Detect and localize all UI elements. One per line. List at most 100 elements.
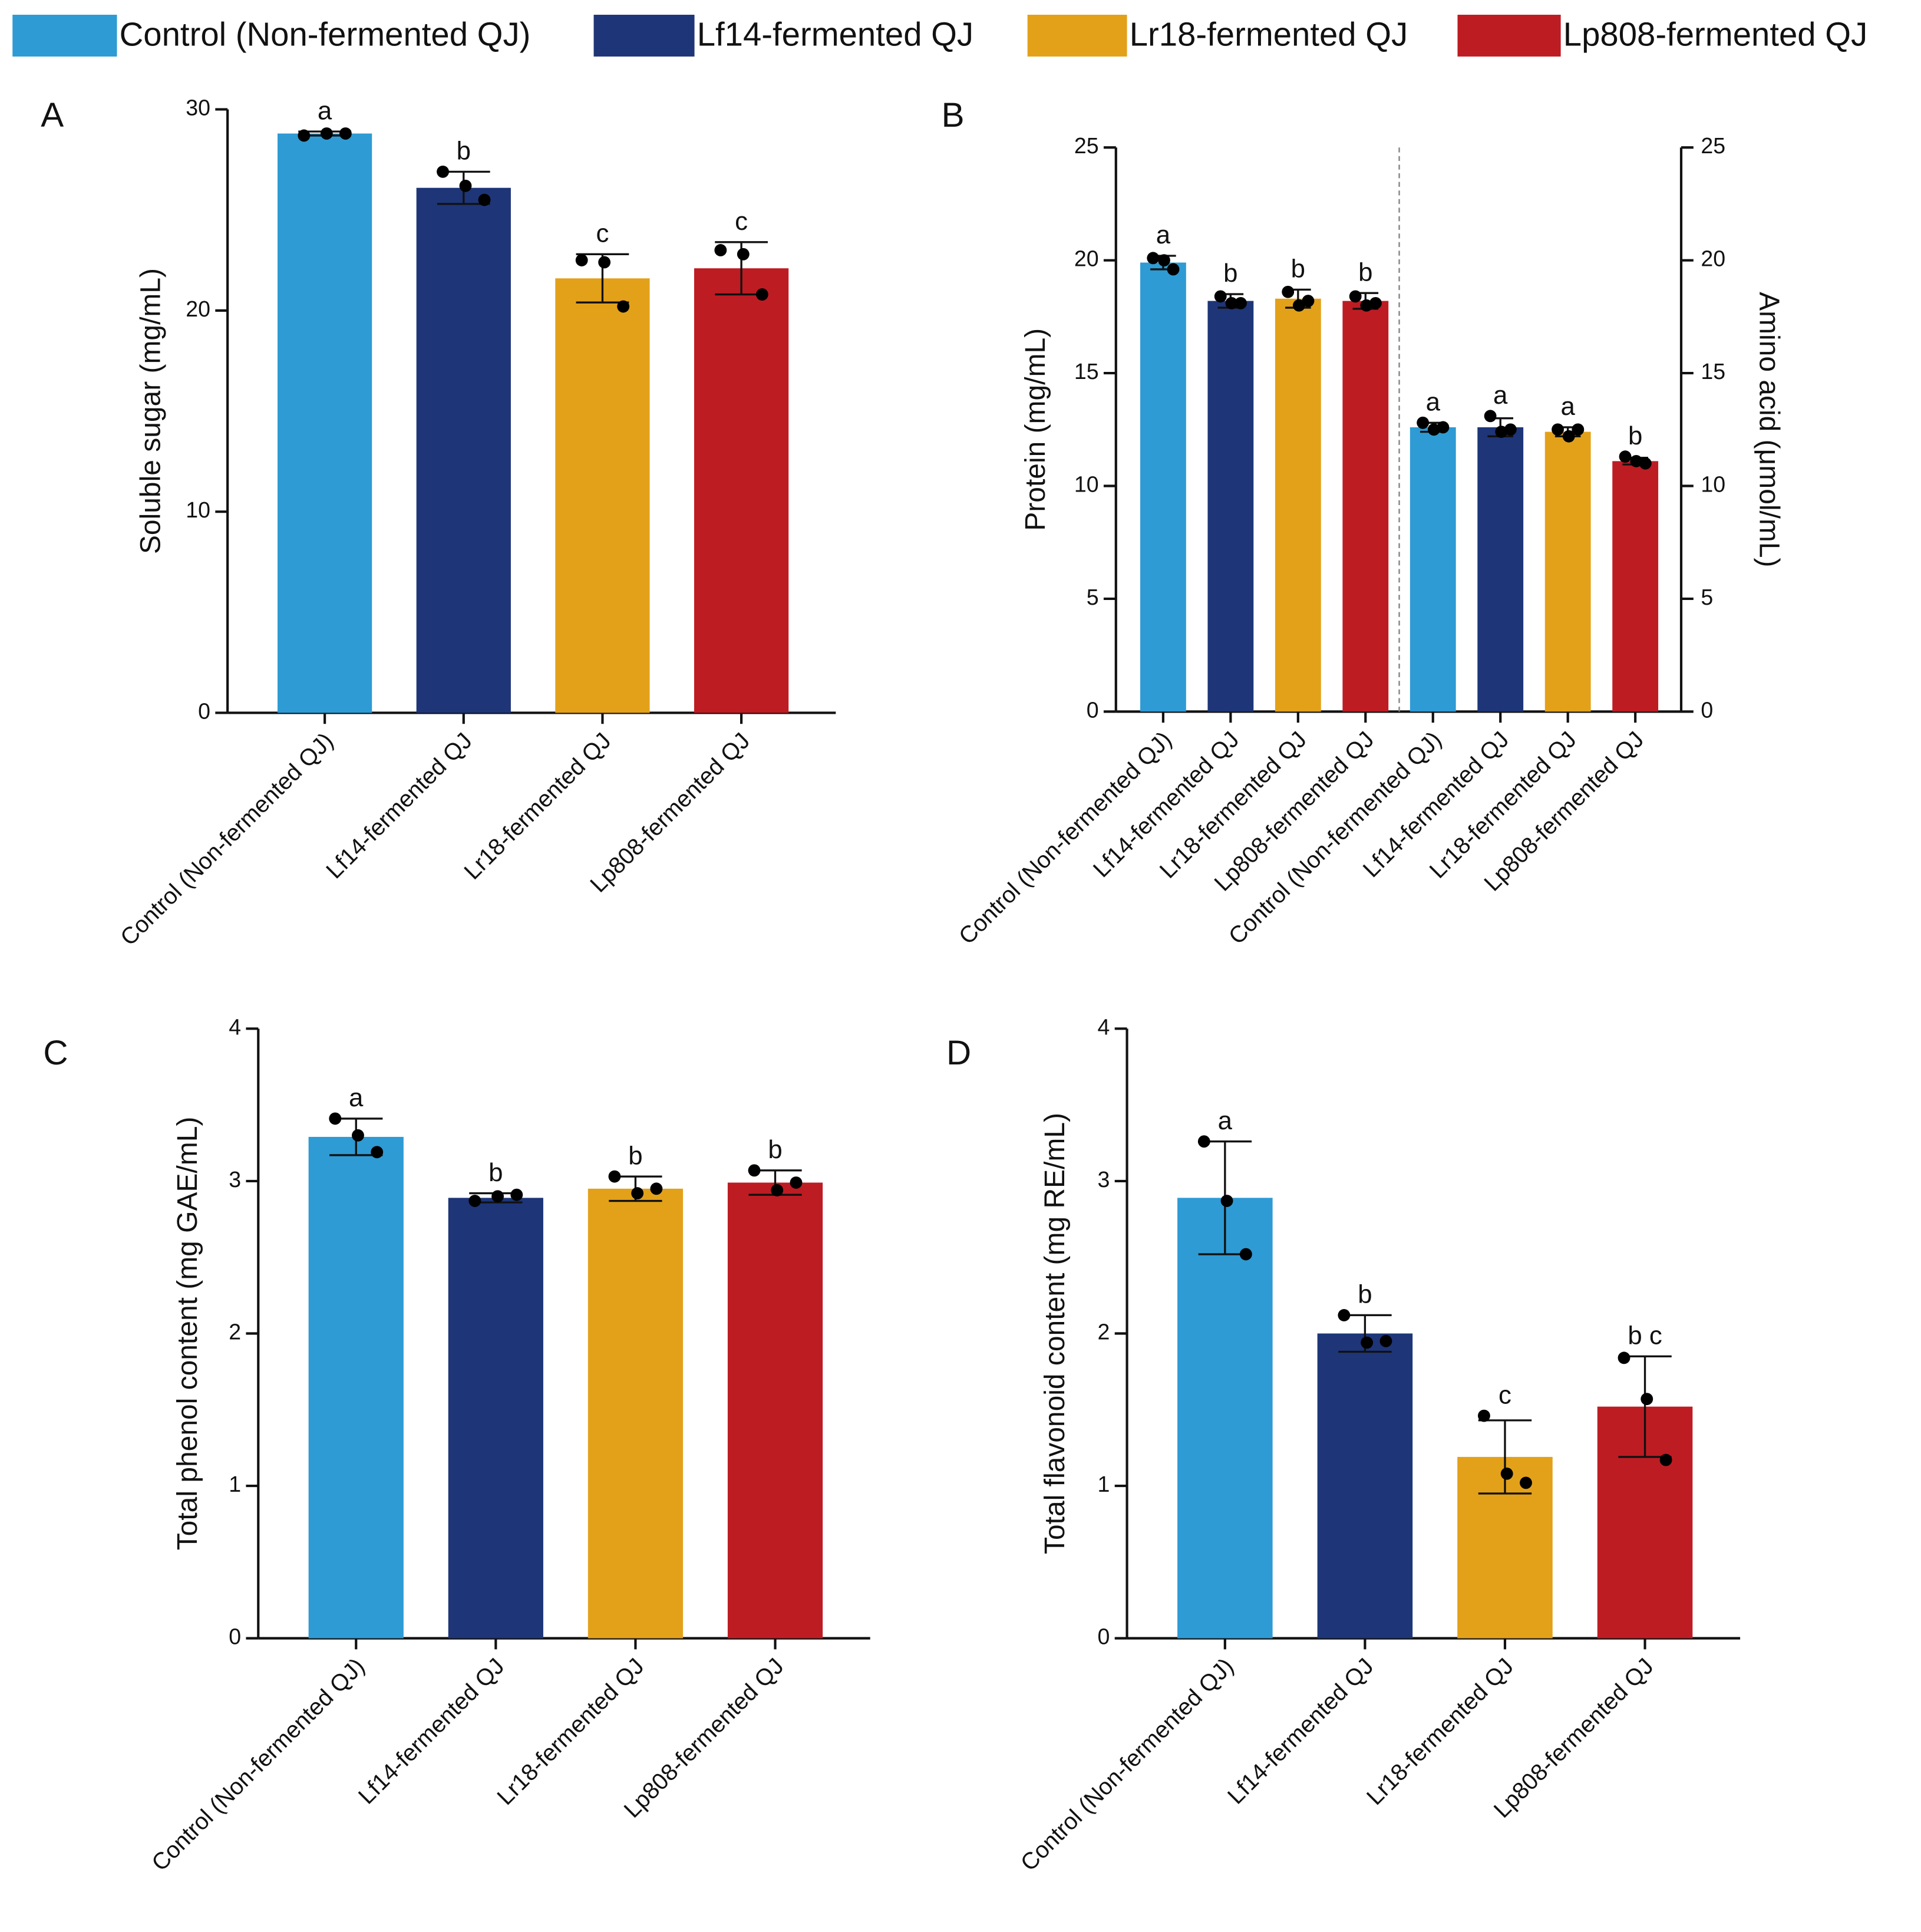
data-point	[1437, 421, 1450, 434]
bar	[587, 1188, 684, 1638]
data-point	[352, 1129, 364, 1142]
significance-letter: b	[628, 1141, 642, 1170]
data-point	[1338, 1309, 1351, 1321]
y2-tick-label: 0	[1701, 697, 1713, 722]
x-tick-label: Lp808-fermented QJ	[1489, 1653, 1659, 1823]
data-point	[1167, 263, 1180, 276]
data-point	[339, 127, 352, 140]
data-point	[468, 1195, 481, 1207]
legend-label: Lp808-fermented QJ	[1563, 15, 1867, 52]
x-tick-label: Control (Non-fermented QJ)	[147, 1653, 369, 1876]
bar	[1275, 298, 1321, 712]
x-tick-label: Lf14-fermented QJ	[354, 1653, 510, 1809]
y-tick-label: 20	[1074, 246, 1099, 271]
y-tick-label: 15	[1074, 359, 1099, 384]
significance-letter: a	[1561, 392, 1576, 421]
data-point	[1302, 295, 1315, 307]
bar	[555, 278, 650, 713]
data-point	[1520, 1476, 1532, 1489]
data-point	[478, 193, 491, 206]
y-tick-label: 2	[1097, 1319, 1110, 1344]
y-tick-label: 3	[1097, 1167, 1110, 1192]
y-tick-label: 20	[186, 296, 210, 321]
data-point	[1504, 423, 1517, 436]
significance-letter: b	[1223, 259, 1237, 288]
y-axis-title: Protein (mg/mL)	[1020, 328, 1051, 531]
data-point	[1282, 285, 1295, 298]
bar	[1140, 262, 1186, 712]
significance-letter: b	[457, 137, 471, 166]
data-point	[1235, 296, 1247, 309]
bar	[308, 1136, 404, 1638]
data-point	[714, 244, 727, 256]
data-point	[755, 288, 768, 301]
y-tick-label: 10	[186, 497, 210, 522]
data-point	[1659, 1453, 1672, 1466]
significance-letter: c	[1498, 1380, 1511, 1409]
data-point	[1484, 410, 1497, 423]
data-point	[1292, 299, 1305, 312]
y-tick-label: 0	[1087, 697, 1099, 722]
data-point	[1417, 416, 1430, 429]
data-point	[1220, 1195, 1233, 1207]
x-tick-label: Lr18-fermented QJ	[492, 1653, 649, 1810]
legend-swatch	[1027, 15, 1127, 57]
data-point	[1197, 1135, 1210, 1148]
significance-letter: a	[1493, 381, 1508, 410]
significance-letter: a	[318, 96, 332, 125]
panel-label: B	[942, 96, 965, 134]
y-tick-label: 0	[229, 1624, 241, 1649]
y-tick-label: 3	[229, 1167, 241, 1192]
data-point	[1562, 430, 1575, 443]
legend-label: Lf14-fermented QJ	[697, 15, 973, 52]
data-point	[1478, 1409, 1490, 1422]
y-axis-title: Total phenol content (mg GAE/mL)	[172, 1117, 203, 1551]
y-tick-label: 0	[1097, 1624, 1110, 1649]
x-tick-label: Control (Non-fermented QJ)	[115, 728, 338, 951]
y-tick-label: 4	[229, 1014, 241, 1039]
data-point	[617, 300, 630, 313]
bar	[1317, 1333, 1413, 1638]
panel-label: C	[43, 1034, 68, 1072]
significance-letter: b	[768, 1135, 782, 1164]
data-point	[1630, 454, 1643, 467]
y-axis-title: Total flavonoid content (mg RE/mL)	[1039, 1113, 1071, 1554]
data-point	[1639, 457, 1652, 470]
significance-letter: b	[1358, 258, 1372, 286]
data-point	[598, 256, 611, 269]
data-point	[575, 254, 588, 266]
significance-letter: c	[596, 219, 609, 248]
data-point	[790, 1176, 803, 1189]
data-point	[1618, 1351, 1630, 1364]
data-point	[1495, 426, 1508, 439]
data-point	[1619, 450, 1632, 463]
data-point	[737, 248, 750, 261]
y2-tick-label: 10	[1701, 472, 1725, 496]
y-tick-label: 4	[1097, 1014, 1110, 1039]
bar	[1477, 427, 1524, 712]
bar	[694, 268, 789, 713]
significance-letter: b	[488, 1158, 503, 1187]
significance-letter: b	[1358, 1280, 1372, 1309]
y2-tick-label: 5	[1701, 585, 1713, 609]
y-tick-label: 0	[198, 698, 210, 723]
bar	[448, 1198, 543, 1638]
data-point	[298, 129, 311, 142]
data-point	[631, 1187, 644, 1200]
bar	[1342, 301, 1389, 712]
y2-tick-label: 15	[1701, 359, 1725, 384]
x-tick-label: Control (Non-fermented QJ)	[1016, 1653, 1239, 1876]
legend-swatch	[12, 15, 117, 57]
data-point	[1369, 296, 1382, 309]
x-tick-label: Lf14-fermented QJ	[321, 728, 477, 884]
data-point	[459, 179, 472, 192]
y2-tick-label: 20	[1701, 246, 1725, 271]
data-point	[371, 1146, 384, 1159]
significance-letter: a	[1156, 220, 1171, 249]
legend-swatch	[593, 15, 695, 57]
bar	[1410, 427, 1456, 712]
data-point	[1147, 252, 1160, 265]
y2-axis-title: Amino acid (μmol/mL)	[1753, 292, 1784, 567]
significance-letter: a	[1426, 387, 1441, 416]
